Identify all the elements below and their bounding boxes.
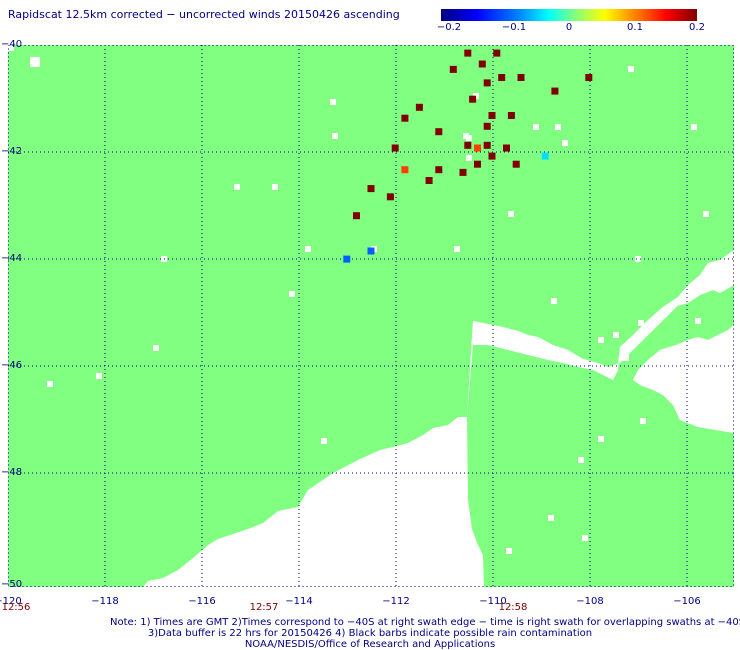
anomaly-cell	[401, 114, 409, 122]
lat-label: −46	[1, 360, 23, 371]
time-label: 12:57	[249, 602, 279, 613]
lat-label: −50	[1, 579, 23, 590]
colorbar-label: 0.2	[689, 22, 705, 33]
lat-label: −42	[1, 146, 23, 157]
anomaly-cell	[415, 103, 423, 111]
anomaly-cell	[498, 74, 506, 81]
anomaly-cell	[585, 74, 593, 81]
anomaly-cell	[469, 95, 477, 103]
anomaly-cell	[551, 87, 559, 95]
colorbar-label: 0	[565, 22, 573, 33]
anomaly-cell	[401, 166, 409, 174]
wind-coverage	[8, 45, 734, 587]
anomaly-cell	[488, 152, 496, 160]
anomaly-cell	[474, 144, 481, 152]
anomaly-cell	[488, 112, 496, 119]
lon-label: −112	[382, 596, 410, 607]
time-label: 12:56	[1, 602, 31, 613]
anomaly-cell	[483, 122, 491, 130]
anomaly-cell	[503, 144, 510, 152]
anomaly-layer	[343, 49, 593, 263]
graticule	[8, 45, 734, 587]
anomaly-cell	[474, 160, 481, 168]
lat-label: −44	[1, 253, 23, 264]
map-title: Rapidscat 12.5km corrected − uncorrected…	[8, 8, 400, 21]
lat-label: −40	[1, 39, 23, 50]
anomaly-cell	[517, 74, 525, 81]
lat-label: −48	[1, 467, 23, 478]
anomaly-cell	[483, 79, 491, 87]
anomaly-cell	[391, 144, 399, 152]
lon-label: −118	[91, 596, 119, 607]
anomaly-cell	[478, 60, 486, 68]
anomaly-cell	[507, 112, 515, 119]
lon-label: −116	[188, 596, 216, 607]
anomaly-cell	[386, 193, 394, 201]
lon-label: −120	[0, 596, 22, 607]
lon-label: −114	[285, 596, 313, 607]
lon-label: −108	[576, 596, 604, 607]
anomaly-cell	[367, 185, 375, 193]
colorbar-label: −0.2	[436, 22, 462, 33]
lon-label: −106	[673, 596, 701, 607]
anomaly-cell	[512, 160, 520, 168]
anomaly-cell	[541, 152, 549, 160]
no-data-region	[633, 325, 734, 433]
anomaly-cell	[435, 128, 443, 136]
note-line-3: NOAA/NESDIS/Office of Research and Appli…	[244, 639, 496, 650]
lon-label: −110	[479, 596, 507, 607]
anomaly-cell	[343, 255, 351, 263]
anomaly-cell	[353, 212, 360, 220]
anomaly-cell	[483, 141, 491, 149]
anomaly-cell	[493, 49, 501, 57]
wind-map	[8, 45, 734, 587]
time-label: 12:58	[498, 602, 528, 613]
anomaly-cell	[425, 177, 433, 184]
note-line-2: 3)Data buffer is 22 hrs for 20150426 4) …	[147, 628, 593, 639]
note-line-1: Note: 1) Times are GMT 2)Times correspon…	[110, 617, 740, 628]
colorbar-label: 0.1	[627, 22, 643, 33]
anomaly-cell	[464, 49, 472, 57]
anomaly-cell	[459, 168, 467, 176]
anomaly-cell	[435, 166, 443, 174]
map-frame	[8, 45, 734, 587]
colorbar-label: −0.1	[501, 22, 527, 33]
colorbar	[441, 9, 697, 21]
anomaly-cell	[449, 65, 457, 73]
anomaly-cell	[464, 141, 472, 149]
no-data-region	[608, 250, 734, 380]
anomaly-cell	[367, 247, 375, 255]
